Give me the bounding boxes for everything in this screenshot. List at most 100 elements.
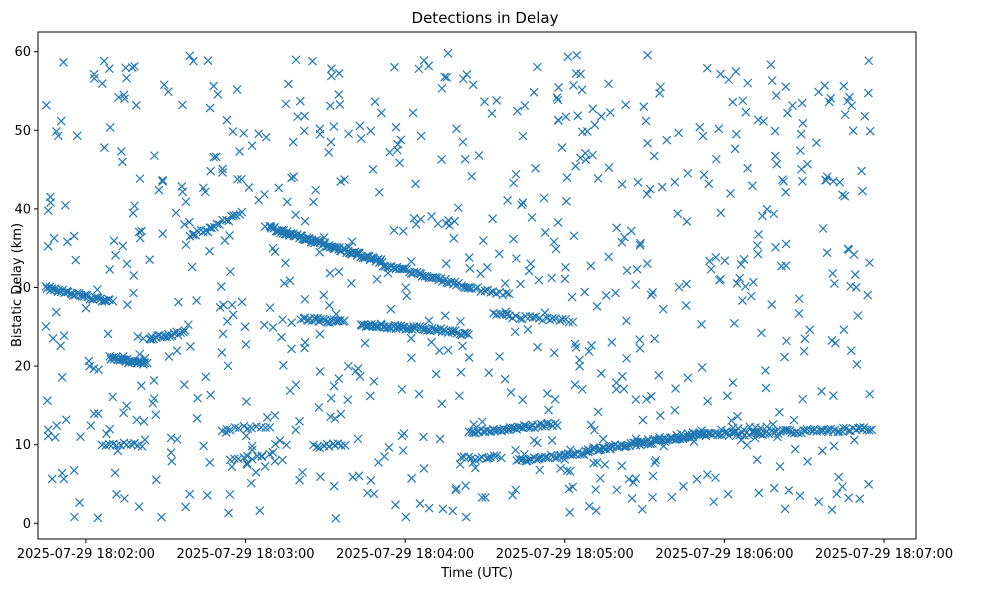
detection-point <box>105 424 115 434</box>
detection-point <box>181 197 191 207</box>
detection-point <box>542 389 552 398</box>
detection-point <box>589 425 599 435</box>
detection-point <box>662 135 672 145</box>
detection-point <box>769 209 779 219</box>
detection-point <box>456 452 466 462</box>
detection-point <box>122 401 132 411</box>
detection-point <box>68 291 78 300</box>
detection-point <box>300 294 310 304</box>
detection-point <box>484 453 494 463</box>
detection-point <box>43 431 53 441</box>
detection-point <box>56 116 66 126</box>
detection-point <box>511 485 521 495</box>
detection-point <box>129 288 138 298</box>
detection-point <box>48 333 58 343</box>
detection-point <box>487 108 497 118</box>
detection-point <box>265 303 275 313</box>
detection-point <box>203 56 213 66</box>
detection-point <box>221 428 231 437</box>
detection-point <box>151 410 161 420</box>
detection-point <box>546 450 556 460</box>
detection-point <box>180 326 190 335</box>
detection-point <box>529 87 539 97</box>
detection-point <box>570 339 580 349</box>
detection-point <box>205 103 215 113</box>
detection-point <box>344 129 354 139</box>
detection-point <box>855 494 865 504</box>
detection-point <box>452 483 461 493</box>
detection-point <box>733 411 742 421</box>
detection-point <box>598 434 608 444</box>
detection-point <box>796 129 806 139</box>
detection-point <box>177 181 187 191</box>
detection-point <box>291 380 301 390</box>
detection-point <box>461 512 471 522</box>
detection-point <box>390 62 399 72</box>
detection-point <box>838 482 847 492</box>
detection-point <box>846 346 856 355</box>
detection-point <box>103 329 113 339</box>
detection-point <box>632 264 642 274</box>
detection-point <box>824 97 834 107</box>
detection-point <box>829 441 839 451</box>
detection-point <box>577 127 587 137</box>
detection-point <box>343 395 353 405</box>
detection-point <box>600 460 610 469</box>
detection-point <box>698 131 708 141</box>
detection-point <box>562 466 572 476</box>
detection-point <box>281 440 291 450</box>
detection-point <box>850 270 860 280</box>
detection-point <box>295 96 305 106</box>
detection-point <box>575 361 585 371</box>
detection-point <box>699 170 709 180</box>
detection-point <box>239 421 249 431</box>
detection-point <box>233 454 243 464</box>
detection-point <box>376 108 386 118</box>
detection-point <box>674 282 684 292</box>
detection-point <box>577 85 587 95</box>
detection-point <box>846 281 856 291</box>
detection-point <box>845 92 854 102</box>
detection-point <box>838 190 847 200</box>
detection-point <box>400 264 409 274</box>
detection-point <box>265 449 274 459</box>
detection-point <box>554 116 563 125</box>
detection-point <box>431 369 441 379</box>
detection-point <box>683 373 693 383</box>
detection-point <box>431 325 441 335</box>
detection-point <box>218 167 227 177</box>
y-axis-ticks: 0 10 20 30 40 50 60 <box>14 45 38 532</box>
detection-point <box>441 274 451 284</box>
detection-point <box>465 264 475 273</box>
detection-point <box>57 468 67 478</box>
detection-point <box>468 458 478 468</box>
detection-point <box>468 80 478 90</box>
detection-point <box>134 502 144 512</box>
y-tick-label: 50 <box>14 124 31 139</box>
detection-point <box>469 420 479 429</box>
detection-point <box>834 472 844 482</box>
detection-point <box>309 197 318 207</box>
detection-point <box>366 254 376 264</box>
detection-point <box>761 366 770 375</box>
detection-point <box>158 175 167 185</box>
detection-point <box>456 367 466 377</box>
detection-point <box>643 138 652 148</box>
detection-point <box>121 63 131 73</box>
detection-point <box>372 274 382 284</box>
detection-point <box>654 370 664 380</box>
detection-point <box>464 353 474 362</box>
detection-point <box>639 102 649 112</box>
detection-point <box>510 327 520 337</box>
detection-point <box>743 163 753 173</box>
detection-point <box>237 207 247 217</box>
detection-point <box>622 266 632 276</box>
detection-point <box>797 98 807 108</box>
detection-point <box>464 452 474 462</box>
detection-point <box>591 506 601 516</box>
detection-point <box>362 488 372 498</box>
y-tick-label: 0 <box>23 517 31 532</box>
detection-point <box>480 97 489 107</box>
detection-point <box>659 441 669 451</box>
detection-point <box>742 440 752 450</box>
